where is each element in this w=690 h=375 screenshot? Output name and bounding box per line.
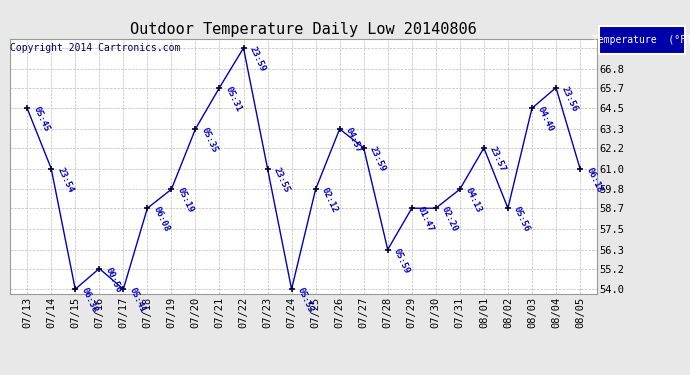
Title: Outdoor Temperature Daily Low 20140806: Outdoor Temperature Daily Low 20140806 xyxy=(130,22,477,37)
Text: 06:18: 06:18 xyxy=(584,166,604,194)
Text: 05:31: 05:31 xyxy=(224,85,243,113)
Text: 23:55: 23:55 xyxy=(272,166,291,194)
Text: 02:12: 02:12 xyxy=(319,186,339,214)
Text: 05:56: 05:56 xyxy=(512,206,531,234)
Text: 23:57: 23:57 xyxy=(488,145,508,173)
Text: 00:56: 00:56 xyxy=(104,266,123,294)
Text: 02:20: 02:20 xyxy=(440,206,460,234)
Text: 23:56: 23:56 xyxy=(560,85,580,113)
Text: 05:53: 05:53 xyxy=(296,286,315,315)
Text: 05:41: 05:41 xyxy=(128,286,147,315)
Text: 04:57: 04:57 xyxy=(344,126,364,154)
Text: 06:08: 06:08 xyxy=(152,206,171,234)
Text: 04:13: 04:13 xyxy=(464,186,484,214)
Text: 01:47: 01:47 xyxy=(416,206,435,234)
Text: 04:40: 04:40 xyxy=(536,105,555,134)
Text: 05:35: 05:35 xyxy=(199,126,219,154)
Text: 23:59: 23:59 xyxy=(368,145,387,173)
Text: Copyright 2014 Cartronics.com: Copyright 2014 Cartronics.com xyxy=(10,43,181,53)
Text: 05:19: 05:19 xyxy=(175,186,195,214)
Text: 05:45: 05:45 xyxy=(31,105,51,134)
Text: 23:54: 23:54 xyxy=(55,166,75,194)
Text: 23:59: 23:59 xyxy=(248,45,267,74)
Text: Temperature  (°F): Temperature (°F) xyxy=(592,35,690,45)
Text: 06:38: 06:38 xyxy=(79,286,99,315)
Text: 05:59: 05:59 xyxy=(392,247,411,275)
